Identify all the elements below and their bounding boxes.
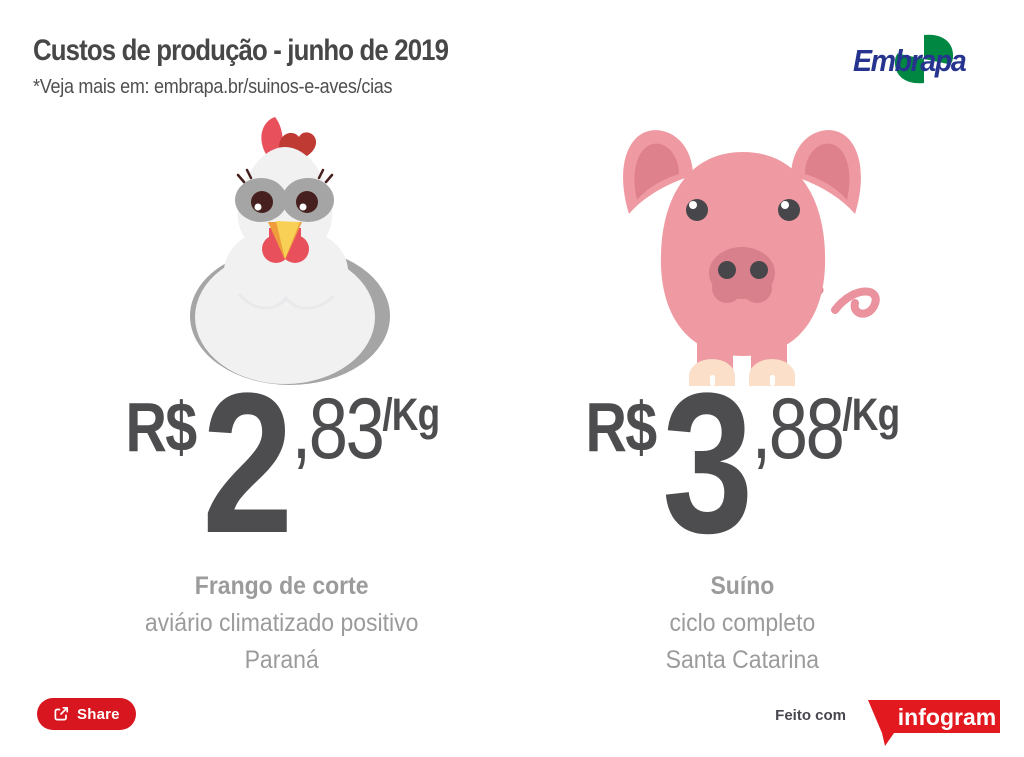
- infogram-logo[interactable]: infogram: [856, 692, 1004, 748]
- price-unit: /Kg: [381, 389, 440, 440]
- embrapa-logo: Embrapa: [853, 34, 987, 84]
- column-suino: R$ 3 ,88 /Kg Suíno ciclo completo Santa …: [512, 112, 972, 679]
- share-icon: [54, 706, 69, 721]
- labels-suino: Suíno ciclo completo Santa Catarina: [665, 568, 818, 679]
- share-button[interactable]: Share: [37, 698, 136, 730]
- product-state: Paraná: [244, 646, 320, 674]
- pig-icon: [623, 130, 880, 386]
- price-suino: R$ 3 ,88 /Kg: [585, 352, 900, 575]
- page-title: Custos de produção - junho de 2019: [33, 34, 449, 67]
- embrapa-leaf-icon: [894, 34, 954, 84]
- price-decimal: ,88: [751, 381, 844, 477]
- share-button-label: Share: [77, 705, 120, 723]
- price-integer: 3: [661, 352, 753, 575]
- product-system: aviário climatizado positivo: [145, 609, 419, 637]
- product-name: Suíno: [710, 572, 774, 600]
- price-frango: R$ 2 ,83 /Kg: [125, 352, 440, 575]
- infogram-logo-text: infogram: [898, 704, 996, 730]
- product-system: ciclo completo: [669, 609, 815, 637]
- labels-frango: Frango de corte aviário climatizado posi…: [145, 568, 419, 679]
- column-frango: R$ 2 ,83 /Kg Frango de corte aviário cli…: [52, 112, 512, 679]
- chicken-icon: [190, 117, 390, 385]
- chicken-illustration-box: [168, 112, 396, 386]
- page-subtitle: *Veja mais em: embrapa.br/suinos-e-aves/…: [33, 76, 393, 98]
- currency-symbol: R$: [125, 388, 197, 466]
- price-integer: 2: [201, 352, 293, 575]
- embrapa-logo-text: Embrapa: [853, 43, 967, 78]
- product-name: Frango de corte: [195, 572, 369, 600]
- currency-symbol: R$: [585, 388, 657, 466]
- product-state: Santa Catarina: [665, 646, 819, 674]
- product-columns: R$ 2 ,83 /Kg Frango de corte aviário cli…: [52, 112, 972, 679]
- price-unit: /Kg: [841, 389, 900, 440]
- pig-illustration-box: [603, 112, 881, 386]
- price-decimal: ,83: [291, 381, 384, 477]
- made-with-label: Feito com: [775, 707, 846, 724]
